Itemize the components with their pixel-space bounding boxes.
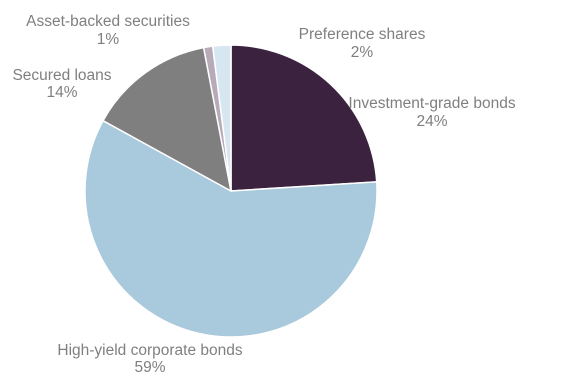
slice-name-label: Preference shares xyxy=(299,26,426,43)
slice-percent-label: 59% xyxy=(134,359,165,376)
slice-percent-label: 14% xyxy=(46,84,77,101)
slice-name-label: Investment-grade bonds xyxy=(348,95,515,112)
slice-percent-label: 2% xyxy=(351,44,374,61)
slice-name-label: Asset-backed securities xyxy=(26,13,190,30)
slice-name-label: High-yield corporate bonds xyxy=(57,342,242,359)
slice-percent-label: 24% xyxy=(416,113,447,130)
pie-slices xyxy=(85,45,377,337)
slice-percent-label: 1% xyxy=(97,31,120,48)
slice-name-label: Secured loans xyxy=(12,67,111,84)
pie-slice-investment-grade-bonds xyxy=(231,45,377,191)
